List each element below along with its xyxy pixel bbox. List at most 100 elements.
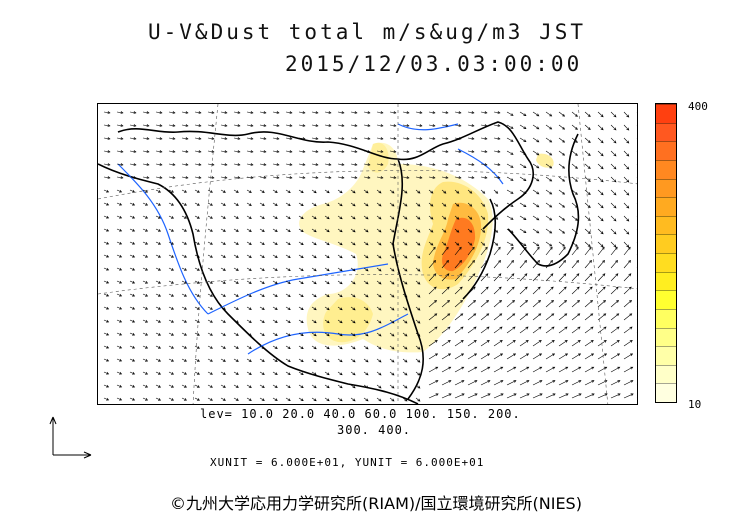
rivers (117, 123, 504, 355)
wind-arrow (506, 111, 514, 116)
wind-arrow (467, 366, 478, 373)
wind-arrow (259, 293, 265, 297)
wind-arrow (142, 124, 150, 128)
wind-arrow (506, 273, 515, 282)
wind-arrow (376, 254, 382, 259)
wind-arrow (142, 332, 149, 336)
wind-arrow (532, 241, 540, 247)
wind-arrow (259, 215, 265, 219)
wind-arrow (285, 189, 291, 193)
wind-arrow (168, 345, 175, 349)
wind-arrow (519, 241, 527, 247)
wind-arrow (389, 189, 395, 194)
wind-arrow (337, 202, 343, 207)
wind-arrow (350, 215, 356, 220)
wind-arrow (584, 189, 591, 196)
wind-arrow (259, 306, 265, 310)
wind-arrow (194, 371, 200, 375)
wind-arrow (454, 313, 464, 321)
wind-arrow (168, 215, 175, 219)
wind-arrow (168, 150, 176, 154)
wind-arrow (207, 293, 213, 297)
wind-arrow (493, 286, 502, 295)
wind-arrow (623, 163, 630, 170)
wind-arrow (181, 254, 188, 258)
wind-arrow (493, 163, 501, 167)
wind-arrow (558, 215, 566, 221)
wind-arrow (376, 293, 382, 298)
wind-arrow (233, 358, 239, 362)
wind-arrow (415, 241, 421, 246)
wind-arrow (571, 163, 578, 169)
wind-arrow (545, 286, 554, 295)
wind-arrow (285, 202, 291, 206)
wind-arrow (142, 319, 149, 323)
wind-arrow (454, 111, 462, 115)
wind-arrow (402, 137, 410, 141)
wind-arrow (246, 124, 254, 128)
wind-arrow (376, 202, 382, 207)
wind-arrow (480, 299, 489, 308)
wind-arrow (142, 293, 149, 297)
wind-arrow (363, 332, 369, 337)
wind-arrow (181, 280, 188, 284)
wind-arrow (155, 189, 162, 193)
wind-arrow (259, 189, 265, 193)
wind-arrow (610, 150, 617, 157)
wind-arrow (623, 189, 630, 196)
wind-arrow (415, 397, 421, 402)
wind-arrow (623, 273, 632, 282)
wind-arrow (337, 371, 343, 376)
wind-arrow (636, 332, 637, 333)
wind-arrow (389, 215, 395, 220)
wind-arrow (350, 332, 356, 337)
wind-arrow (454, 286, 463, 295)
wind-arrow (454, 124, 462, 128)
wind-arrow (441, 215, 447, 220)
wind-arrow (129, 215, 136, 219)
wind-arrow (285, 267, 291, 271)
wind-arrow (363, 163, 371, 167)
wind-arrow (116, 319, 123, 323)
wind-arrow (584, 176, 591, 183)
wind-arrow (259, 345, 265, 349)
wind-arrow (181, 319, 188, 323)
wind-arrow (142, 371, 149, 375)
map-title-timestamp: 2015/12/03.03:00:00 (285, 52, 583, 76)
wind-arrow (298, 241, 304, 246)
wind-arrow (636, 216, 637, 217)
wind-arrow (558, 393, 569, 399)
wind-arrow (363, 124, 371, 128)
contour-levels: lev= 10.0 20.0 40.0 60.0 100. 150. 200. (200, 407, 521, 421)
wind-arrow (558, 259, 566, 269)
wind-arrow (207, 345, 213, 349)
wind-arrow (259, 150, 267, 154)
wind-arrow (610, 393, 621, 399)
colorbar-segment (656, 308, 676, 328)
wind-arrow (311, 124, 319, 128)
wind-arrow (454, 353, 465, 360)
wind-arrow (246, 332, 252, 336)
wind-arrow (532, 189, 540, 195)
wind-arrow (545, 137, 553, 143)
wind-arrow (532, 215, 540, 221)
wind-arrow (441, 393, 452, 399)
wind-arrow (272, 137, 280, 141)
wind-arrow (207, 371, 213, 375)
wind-arrow (337, 189, 343, 194)
wind-arrow (506, 366, 517, 373)
wind-arrow (194, 137, 202, 141)
wind-arrow (506, 246, 514, 256)
wind-arrow (363, 176, 371, 180)
wind-arrow (194, 111, 202, 115)
wind-arrow (636, 319, 637, 320)
wind-arrow (363, 345, 369, 350)
wind-arrow (324, 215, 330, 220)
wind-arrow (571, 340, 581, 347)
wind-arrow (558, 150, 566, 156)
wind-arrow (181, 397, 188, 401)
wind-arrow (103, 332, 110, 336)
wind-arrow (454, 137, 462, 141)
wind-arrow (428, 299, 437, 308)
wind-arrow (597, 286, 606, 295)
